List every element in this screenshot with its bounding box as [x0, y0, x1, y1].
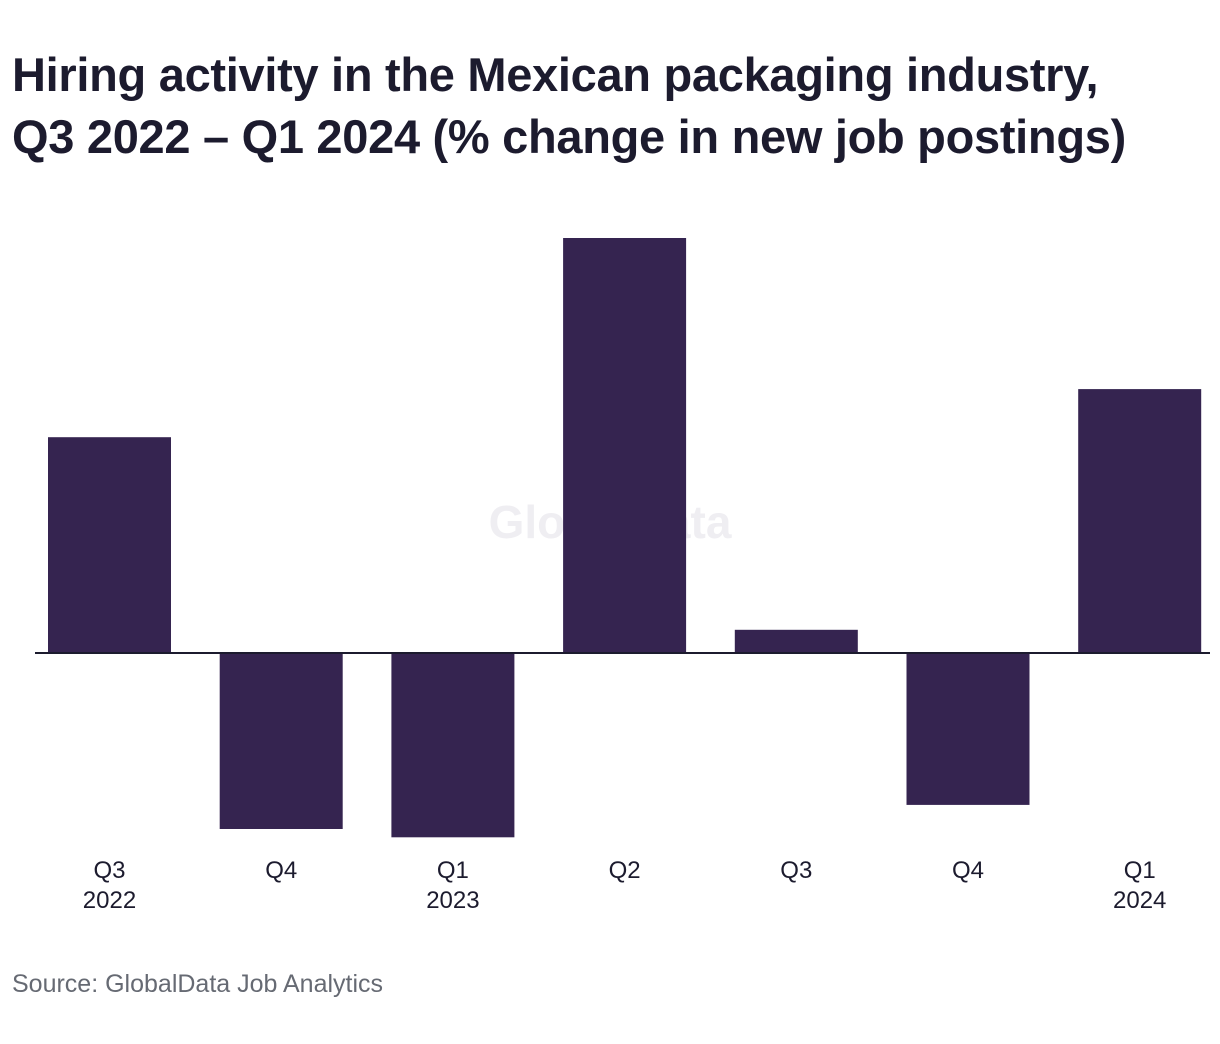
x-tick-label: Q1 — [1124, 857, 1156, 884]
x-tick-label: Q4 — [952, 857, 984, 884]
x-tick-label: 2022 — [83, 887, 136, 914]
x-tick-label: Q4 — [265, 857, 297, 884]
bar-q2-3 — [563, 238, 687, 653]
x-axis-labels: Q3 2022 Q4 Q1 2023 Q2 Q3 Q4 Q1 2024 — [83, 857, 1167, 914]
x-tick-label: Q1 — [437, 857, 469, 884]
bar-series — [48, 238, 1202, 838]
bar-q4-5 — [906, 653, 1030, 805]
chart-title: Hiring activity in the Mexican packaging… — [12, 44, 1212, 168]
x-tick-label: Q3 — [780, 857, 812, 884]
x-tick-label: 2023 — [426, 887, 479, 914]
x-tick-label: Q3 — [93, 857, 125, 884]
chart-title-line-1: Hiring activity in the Mexican packaging… — [12, 48, 1099, 101]
bar-q4-1 — [219, 653, 343, 829]
bar-q1-2024-6 — [1078, 389, 1202, 653]
bar-q1-2023-2 — [391, 653, 515, 838]
x-tick-label: Q2 — [609, 857, 641, 884]
source-note: Source: GlobalData Job Analytics — [12, 970, 384, 998]
x-tick-label: 2024 — [1113, 887, 1166, 914]
chart-title-line-2: Q3 2022 – Q1 2024 (% change in new job p… — [12, 110, 1126, 163]
bar-q3-4 — [734, 629, 858, 653]
bar-q3-2022-0 — [48, 437, 171, 653]
